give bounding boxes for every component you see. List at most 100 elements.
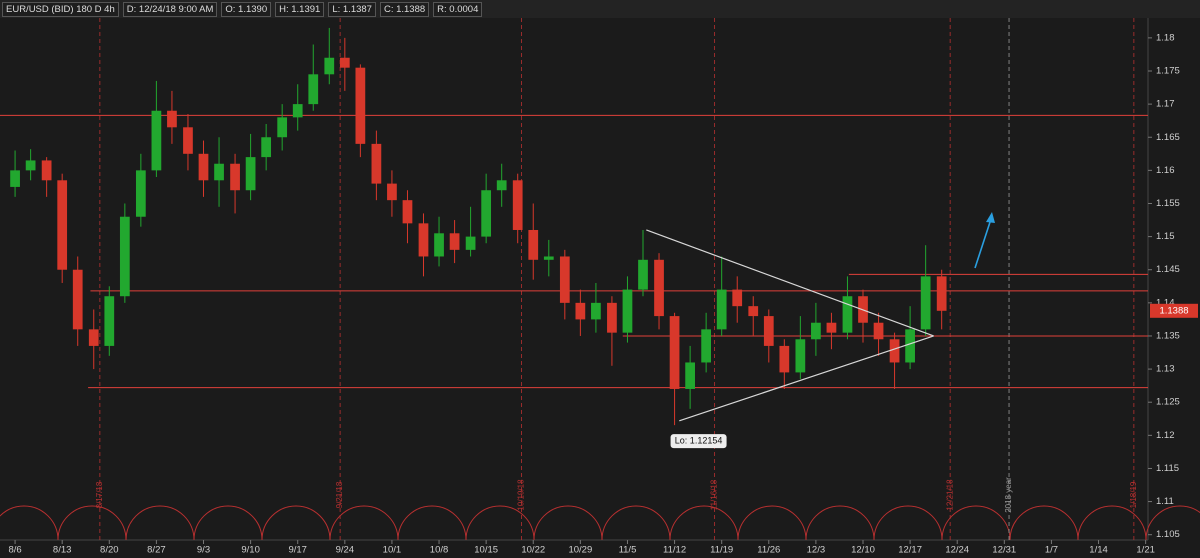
y-tick-label: 1.155	[1156, 198, 1180, 209]
x-tick-label: 10/1	[383, 545, 402, 556]
y-tick-label: 1.18	[1156, 32, 1175, 43]
cycle-arc	[601, 505, 671, 541]
x-tick-label: 12/17	[898, 545, 922, 556]
candle-body	[339, 57, 350, 68]
y-tick-label: 1.115	[1156, 463, 1179, 474]
y-tick-label: 1.16	[1156, 165, 1175, 176]
open-readout: O: 1.1390	[221, 1, 272, 17]
x-tick-label: 8/27	[147, 545, 166, 556]
x-tick-label: 12/10	[851, 545, 875, 556]
candle-body	[104, 296, 115, 346]
x-tick-label: 1/7	[1045, 545, 1058, 556]
cycle-arc	[669, 505, 739, 541]
cycle-arc	[0, 505, 59, 541]
last-price-label: 1.1388	[1159, 305, 1188, 316]
y-tick-label: 1.11	[1156, 496, 1174, 507]
x-tick-label: 9/10	[241, 545, 260, 556]
candle-body	[57, 180, 68, 270]
x-tick-label: 9/17	[288, 545, 307, 556]
trendline	[679, 335, 934, 422]
y-tick-label: 1.135	[1156, 330, 1180, 341]
cycle-arc	[1009, 505, 1079, 541]
candle-body	[308, 74, 319, 105]
candle-body	[277, 117, 288, 138]
cycle-arc	[261, 505, 331, 541]
candle-body	[622, 289, 633, 333]
y-tick-label: 1.125	[1156, 397, 1180, 408]
cycle-arc	[533, 505, 603, 541]
high-readout: H: 1.1391	[275, 1, 325, 17]
marker-label: 10/19/18	[517, 479, 526, 511]
x-tick-label: 10/8	[430, 545, 449, 556]
candle-body	[905, 329, 915, 363]
marker-label: 1/18/19	[1129, 481, 1138, 508]
marker-label: 9/21/18	[335, 481, 344, 508]
candle-body	[591, 302, 601, 320]
candle-body	[826, 322, 837, 333]
marker-label: 2018 year	[1004, 477, 1013, 513]
x-tick-label: 8/13	[53, 545, 72, 556]
candle-body	[324, 57, 335, 75]
candle-body	[811, 322, 821, 340]
candle-body	[936, 276, 947, 311]
candle-body	[920, 276, 931, 330]
last-price-box	[1150, 303, 1198, 318]
candle-body	[638, 259, 648, 290]
candle-body	[889, 339, 900, 363]
cycle-arc	[397, 505, 467, 541]
y-tick-label: 1.14	[1156, 297, 1175, 308]
annotation-label: Lo: 1.12154	[675, 436, 723, 446]
x-tick-label: 11/12	[663, 545, 686, 556]
candle-body	[292, 104, 303, 118]
x-tick-label: 10/15	[474, 545, 498, 556]
candle-body	[434, 233, 444, 257]
candle-body	[135, 170, 146, 217]
cycle-arc	[1077, 505, 1147, 541]
x-tick-label: 11/5	[619, 545, 637, 556]
x-tick-label: 11/19	[710, 545, 733, 556]
x-tick-label: 12/31	[992, 545, 1016, 556]
x-tick-label: 9/24	[336, 545, 355, 556]
forecast-arrow-head	[986, 212, 995, 223]
candle-body	[842, 296, 853, 333]
y-tick-label: 1.145	[1156, 264, 1180, 275]
candle-body	[418, 223, 429, 257]
x-tick-label: 9/3	[197, 545, 210, 556]
close-readout: C: 1.1388	[379, 1, 430, 17]
candle-body	[371, 143, 382, 184]
candle-body	[701, 329, 712, 363]
cycle-arc	[805, 505, 875, 541]
candle-body	[559, 256, 570, 303]
symbol[interactable]: EUR/USD (BID) 180 D 4h	[2, 1, 119, 17]
candle-body	[779, 345, 790, 373]
y-tick-label: 1.13	[1156, 364, 1175, 375]
candle-body	[25, 160, 36, 171]
x-tick-label: 10/22	[521, 545, 545, 556]
candle-body	[167, 110, 177, 128]
candle-body	[763, 316, 774, 346]
candle-body	[465, 236, 476, 250]
candle-body	[795, 339, 806, 373]
bar-date: D: 12/24/18 9:00 AM	[122, 1, 218, 17]
x-tick-label: 8/20	[100, 545, 119, 556]
cycle-arc	[737, 505, 807, 541]
candle-body	[355, 67, 366, 144]
candle-body	[669, 316, 680, 389]
candle-body	[716, 289, 727, 330]
candle-body	[214, 163, 224, 181]
x-tick-label: 12/24	[945, 545, 969, 556]
candle-body	[10, 170, 20, 187]
cycle-arc	[125, 505, 195, 541]
y-tick-label: 1.15	[1156, 231, 1175, 242]
y-tick-label: 1.175	[1156, 66, 1180, 77]
marker-label: 12/21/18	[945, 479, 954, 511]
y-tick-label: 1.165	[1156, 132, 1180, 143]
candle-body	[481, 190, 492, 237]
candle-body	[528, 229, 539, 260]
marker-label: 11/16/18	[710, 479, 719, 510]
candle-body	[543, 256, 554, 260]
candle-body	[261, 137, 272, 158]
candle-body	[151, 110, 162, 171]
candle-body	[512, 180, 523, 230]
